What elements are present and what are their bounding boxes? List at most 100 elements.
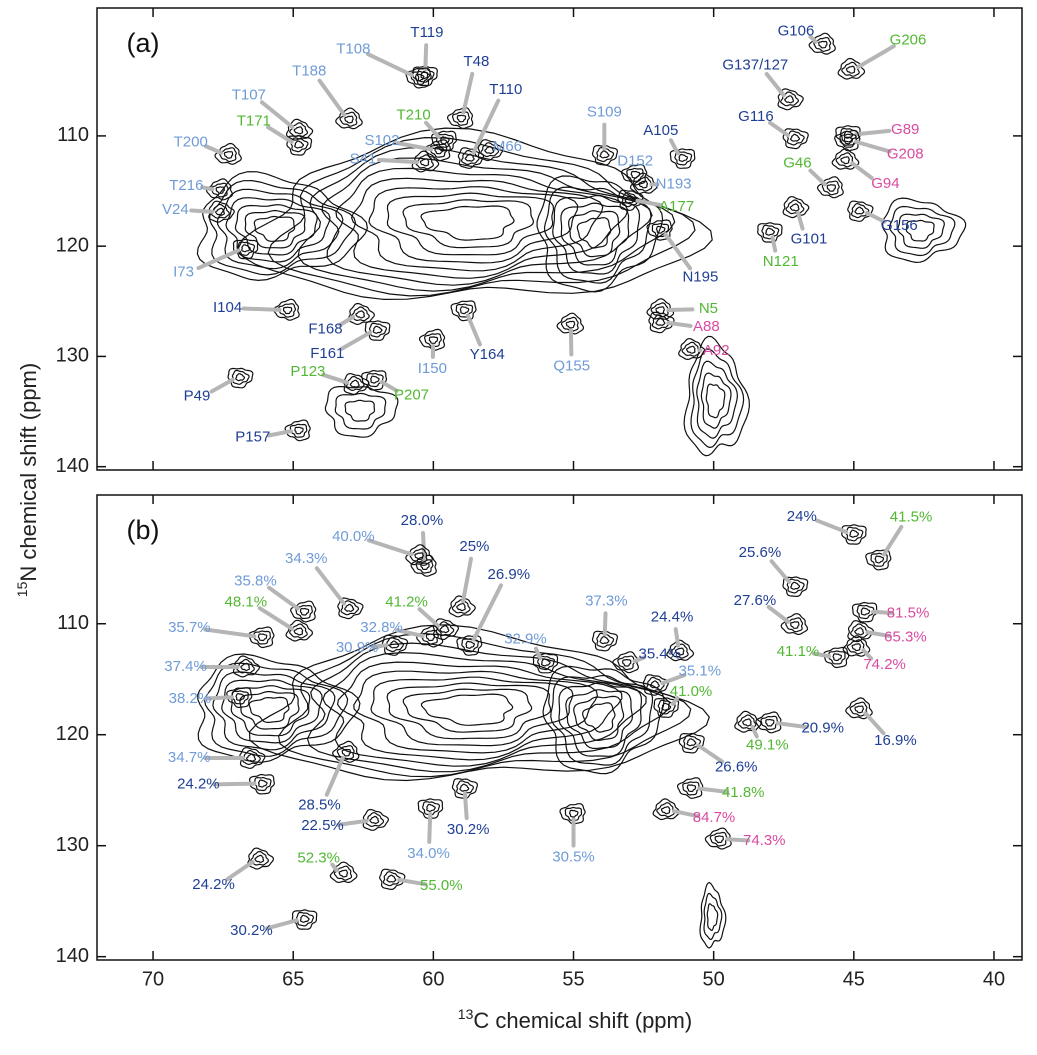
leader-line bbox=[420, 609, 438, 626]
leader-line bbox=[772, 561, 790, 582]
peak-label: I150 bbox=[418, 360, 447, 377]
x-tick-label: 40 bbox=[983, 968, 1005, 990]
peak-label: T108 bbox=[336, 40, 370, 57]
peak-contour bbox=[623, 660, 631, 666]
peak-label: G116 bbox=[738, 108, 774, 125]
contour bbox=[559, 683, 641, 757]
y-tick-label: 140 bbox=[56, 455, 89, 477]
peak-label: A92 bbox=[703, 342, 730, 359]
peak-label: A177 bbox=[659, 198, 694, 215]
peak-contour bbox=[345, 604, 354, 611]
contour bbox=[561, 203, 629, 265]
y-axis-label-text: N chemical shift (ppm) bbox=[16, 363, 41, 582]
peak-contour bbox=[350, 380, 359, 387]
peak-contour bbox=[570, 810, 578, 817]
peak-contour bbox=[356, 311, 364, 318]
peak-contour bbox=[852, 644, 860, 651]
peak-label: 37.4% bbox=[164, 658, 207, 675]
peak-label: N195 bbox=[682, 269, 718, 286]
peak-contour bbox=[846, 527, 863, 541]
x-axis-label-isotope: 13 bbox=[458, 1006, 474, 1022]
leader-line bbox=[817, 521, 846, 532]
peak-label: T216 bbox=[169, 177, 203, 194]
peak-label: N5 bbox=[699, 300, 718, 317]
plot-frame bbox=[97, 8, 1022, 470]
y-tick-label: 140 bbox=[56, 945, 89, 967]
peak-contour bbox=[440, 626, 449, 633]
peak-label: 55.0% bbox=[420, 877, 463, 894]
peak-label: 41.1% bbox=[777, 643, 820, 660]
peak-label: P123 bbox=[290, 363, 325, 380]
leader-line bbox=[260, 608, 292, 628]
leader-line bbox=[852, 163, 871, 178]
peak-contour bbox=[295, 141, 304, 148]
peak-contour bbox=[662, 807, 670, 814]
peak-label: F161 bbox=[310, 345, 344, 362]
peak-contour bbox=[819, 41, 827, 48]
leader-line bbox=[858, 46, 894, 67]
x-tick-label: 45 bbox=[843, 968, 865, 990]
leader-line bbox=[463, 559, 471, 601]
x-tick-label: 50 bbox=[703, 968, 725, 990]
leader-line bbox=[212, 380, 233, 392]
leader-line bbox=[810, 171, 824, 185]
leader-line bbox=[884, 527, 901, 555]
peak-contour bbox=[457, 115, 465, 121]
leader-line bbox=[206, 146, 221, 153]
peak-contour bbox=[370, 817, 379, 824]
peak-label: 30.9% bbox=[336, 639, 379, 656]
leader-line bbox=[767, 74, 784, 95]
peak-label: T171 bbox=[237, 113, 271, 130]
leader-line bbox=[198, 251, 238, 269]
x-axis-label: 13C chemical shift (ppm) bbox=[458, 1006, 692, 1033]
peak-label: A88 bbox=[693, 318, 720, 335]
leader-line bbox=[214, 784, 254, 785]
leader-line bbox=[429, 814, 430, 842]
peak-label: S109 bbox=[587, 104, 622, 121]
peak-contour bbox=[236, 374, 245, 381]
peak-contour bbox=[295, 427, 303, 434]
leader-line bbox=[269, 588, 298, 609]
peak-contour bbox=[460, 307, 468, 314]
peak-contour bbox=[300, 609, 308, 616]
leader-line bbox=[676, 629, 679, 645]
peak-contour bbox=[861, 608, 869, 615]
peak-contour bbox=[600, 151, 609, 158]
peak-label: G156 bbox=[881, 217, 918, 234]
panel-label: (a) bbox=[127, 28, 160, 58]
peak-label: G208 bbox=[887, 145, 924, 162]
peak-contour bbox=[790, 204, 799, 211]
peak-label: 84.7% bbox=[693, 809, 736, 826]
peak-label: T107 bbox=[232, 86, 266, 103]
peak-contour bbox=[850, 530, 859, 537]
peak-contour bbox=[855, 706, 863, 713]
leader-line bbox=[342, 333, 370, 349]
peak-contour bbox=[284, 307, 292, 313]
contour bbox=[569, 211, 620, 257]
contour bbox=[706, 384, 725, 418]
panel: 24%41.5%28.0%40.0%25%34.3%25.6%26.9%35.8… bbox=[56, 495, 1022, 990]
leader-line bbox=[465, 794, 467, 818]
leader-line bbox=[605, 613, 606, 634]
peak-contour bbox=[791, 582, 800, 589]
peak-contour bbox=[618, 656, 635, 669]
peak-label: 74.2% bbox=[863, 656, 906, 673]
peak-contour bbox=[456, 304, 472, 317]
contour bbox=[422, 694, 513, 725]
peak-contour bbox=[786, 200, 804, 214]
peak-contour bbox=[829, 651, 845, 664]
peak-label: 34.3% bbox=[285, 550, 328, 567]
peak-label: 32.9% bbox=[504, 631, 547, 648]
peak-contour bbox=[347, 377, 365, 391]
peak-label: 35.1% bbox=[679, 663, 722, 680]
peak-contour bbox=[220, 148, 237, 162]
peak-contour bbox=[687, 785, 695, 792]
peak-contour bbox=[657, 803, 674, 817]
peak-label: G46 bbox=[783, 155, 811, 172]
peak-label: T210 bbox=[396, 106, 430, 123]
leader-line bbox=[425, 45, 426, 69]
peak-label: P49 bbox=[184, 387, 211, 404]
contour bbox=[387, 683, 550, 739]
peak-label: 16.9% bbox=[874, 732, 917, 749]
